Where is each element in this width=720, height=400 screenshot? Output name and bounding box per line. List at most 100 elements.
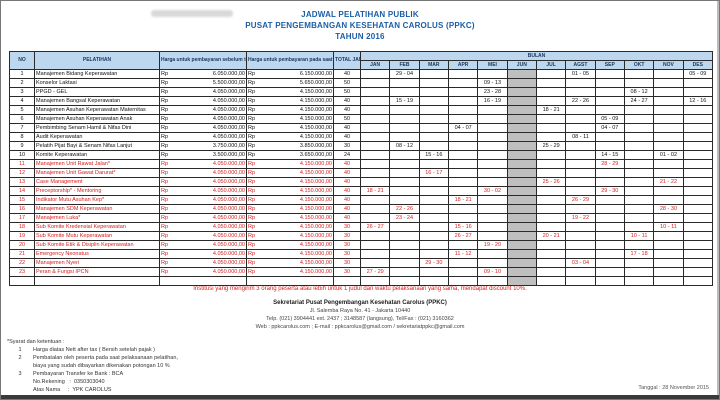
month-cell-mei: 16 - 19 xyxy=(477,96,508,106)
training-name-cell: Preceptorship* - Mentoring xyxy=(34,186,160,196)
month-cell-jul xyxy=(535,78,567,88)
month-cell-feb xyxy=(389,78,420,88)
price-onsite-cell: Rp 4.150.000,00 xyxy=(246,159,334,169)
month-cell-jun xyxy=(506,96,537,106)
training-name-cell: Manajemen Asuhan Keperawatan Maternitas xyxy=(34,105,160,115)
training-schedule-table: NO PELATIHAN Harga untuk pembayaran sebelu… xyxy=(9,51,714,286)
month-cell-mar xyxy=(418,249,449,259)
footnote-item: 3 Pembayaran Transfer ke Bank : BCA xyxy=(7,370,178,378)
currency-label: Rp xyxy=(161,115,169,122)
month-cell-jan xyxy=(359,132,391,142)
footnote-text: biaya yang sudah dibayarkan dikenakan po… xyxy=(33,363,170,369)
price-before-cell: Rp 4.050.000,00 xyxy=(159,204,247,214)
month-header-okt: OKT xyxy=(623,60,655,70)
month-cell-mei xyxy=(477,141,508,151)
month-cell-mei xyxy=(477,222,508,232)
price-onsite-cell: Rp 4.150.000,00 xyxy=(246,204,334,214)
month-cell-feb xyxy=(389,258,420,268)
month-cell-mei: 30 - 02 xyxy=(477,186,508,196)
training-name-cell: Case Management xyxy=(34,177,160,187)
training-name-cell: Manajemen Bangsal Keperawatan xyxy=(34,96,160,106)
month-cell-jul xyxy=(535,123,567,133)
month-cell-agst xyxy=(565,231,596,241)
table-row: 9 Pelatih Pijat Bayi & Senam Nifas Lanjut… xyxy=(9,141,714,151)
currency-label: Rp xyxy=(248,106,256,113)
month-cell-des xyxy=(682,267,714,277)
currency-label: Rp xyxy=(248,259,256,266)
month-cell-mar xyxy=(418,213,449,223)
month-cell-jan xyxy=(359,249,391,259)
month-cell-agst xyxy=(565,204,596,214)
month-cell-jul xyxy=(535,186,567,196)
month-cell-apr xyxy=(447,96,479,106)
month-cell-jan xyxy=(359,159,391,169)
footnote-number xyxy=(7,362,33,370)
currency-label: Rp xyxy=(248,115,256,122)
currency-label: Rp xyxy=(161,196,169,203)
price-onsite-cell: Rp 5.650.000,00 xyxy=(246,78,334,88)
jam-cell: 30 xyxy=(333,267,361,277)
month-cell-apr xyxy=(447,258,479,268)
price-onsite-cell: Rp 4.150.000,00 xyxy=(246,87,334,97)
month-cell-apr xyxy=(447,114,479,124)
month-cell-des xyxy=(682,213,714,223)
month-cell-agst: 01 - 05 xyxy=(565,69,596,79)
contact-block: Sekretariat Pusat Pengembangan Kesehatan… xyxy=(1,299,719,331)
month-cell-jan xyxy=(359,123,391,133)
month-cell-feb xyxy=(389,87,420,97)
month-cell-jun xyxy=(506,123,537,133)
month-cell-feb xyxy=(389,114,420,124)
price-onsite-value: 4.150.000,00 xyxy=(299,187,332,194)
no-cell: 19 xyxy=(9,231,35,241)
jam-cell: 30 xyxy=(333,231,361,241)
jam-cell: 40 xyxy=(333,159,361,169)
currency-label: Rp xyxy=(161,169,169,176)
price-before-value: 3.750.000,00 xyxy=(212,142,245,149)
price-onsite-cell: Rp 4.150.000,00 xyxy=(246,123,334,133)
month-cell-okt xyxy=(623,132,655,142)
month-cell-nov xyxy=(653,141,684,151)
price-before-value: 4.050.000,00 xyxy=(212,250,245,257)
price-before-cell: Rp 4.050.000,00 xyxy=(159,105,247,115)
month-cell-okt xyxy=(623,186,655,196)
currency-label: Rp xyxy=(161,187,169,194)
currency-label: Rp xyxy=(161,124,169,131)
price-onsite-value: 4.150.000,00 xyxy=(299,241,332,248)
document-title: JADWAL PELATIHAN PUBLIK xyxy=(301,10,419,19)
month-cell-okt: 17 - 18 xyxy=(623,249,655,259)
price-before-value: 4.050.000,00 xyxy=(212,223,245,230)
month-cell-mar xyxy=(418,78,449,88)
price-onsite-value: 4.150.000,00 xyxy=(299,115,332,122)
price-before-cell: Rp 4.050.000,00 xyxy=(159,123,247,133)
month-cell-okt xyxy=(623,141,655,151)
price-before-value: 4.050.000,00 xyxy=(212,268,245,275)
month-cell-mei xyxy=(477,258,508,268)
month-cell-agst xyxy=(565,249,596,259)
month-cell-apr: 15 - 16 xyxy=(447,222,479,232)
price-before-value: 4.050.000,00 xyxy=(212,88,245,95)
month-cell-okt: 10 - 11 xyxy=(623,231,655,241)
price-onsite-value: 4.150.000,00 xyxy=(299,196,332,203)
month-cell-apr xyxy=(447,150,479,160)
month-cell-mei xyxy=(477,123,508,133)
month-cell-jan: 18 - 21 xyxy=(359,186,391,196)
month-cell-okt: 24 - 27 xyxy=(623,96,655,106)
price-onsite-cell: Rp 4.150.000,00 xyxy=(246,267,334,277)
month-cell-jul xyxy=(535,114,567,124)
month-cell-sep xyxy=(594,177,625,187)
currency-label: Rp xyxy=(248,214,256,221)
month-cell-sep xyxy=(594,267,625,277)
month-cell-feb xyxy=(389,222,420,232)
month-cell-jan xyxy=(359,69,391,79)
jam-cell: 24 xyxy=(333,150,361,160)
price-onsite-cell: Rp 4.150.000,00 xyxy=(246,186,334,196)
month-cell-okt xyxy=(623,114,655,124)
month-cell-nov: 28 - 30 xyxy=(653,204,684,214)
month-cell-agst xyxy=(565,78,596,88)
price-onsite-cell: Rp 4.150.000,00 xyxy=(246,177,334,187)
month-cell-apr: 11 - 12 xyxy=(447,249,479,259)
currency-label: Rp xyxy=(248,250,256,257)
footnote-number: 3 xyxy=(18,371,22,377)
currency-label: Rp xyxy=(248,169,256,176)
month-cell-apr xyxy=(447,78,479,88)
